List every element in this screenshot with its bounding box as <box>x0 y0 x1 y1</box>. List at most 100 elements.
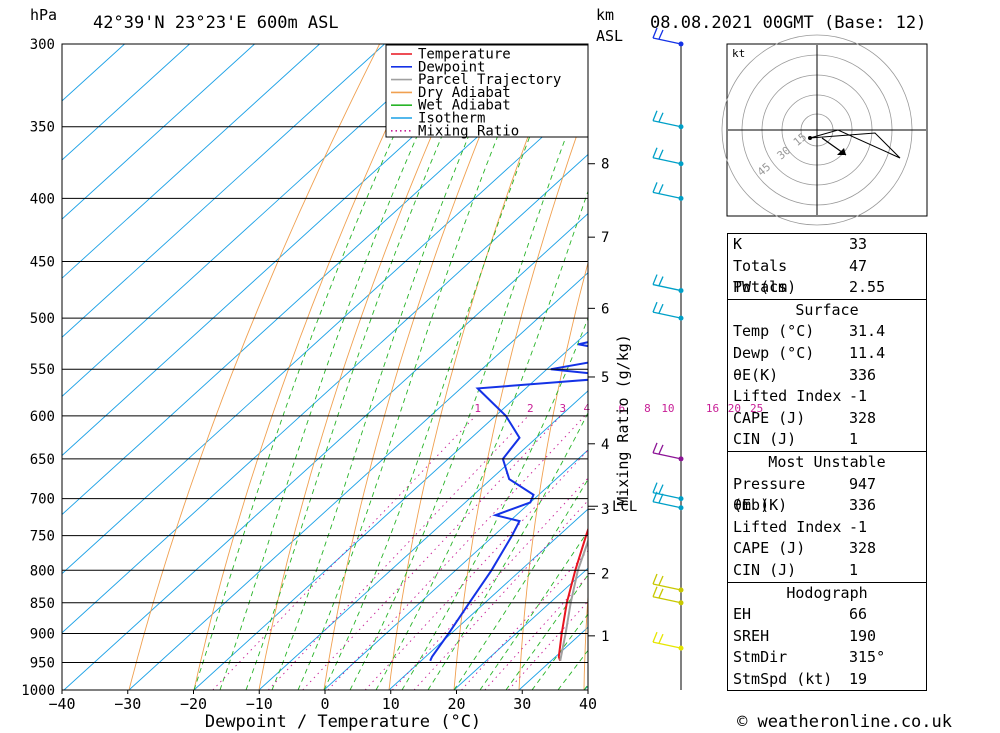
hodograph-origin-dot <box>808 136 812 140</box>
legend-entry: Wet Adiabat <box>418 98 511 114</box>
temperature-tick-label: −20 <box>180 695 207 713</box>
pressure-tick-label: 1000 <box>21 683 55 699</box>
panel-row-value: 947 <box>849 474 877 493</box>
parcel-trajectory-profile <box>559 538 588 661</box>
wind-barb-flag <box>652 631 658 643</box>
wind-barb-flag <box>652 586 658 598</box>
hodograph-unit-label: kt <box>732 47 745 60</box>
panel-row: CIN (J) 1 <box>728 429 926 451</box>
wind-barb-flag <box>652 147 658 158</box>
wind-barb <box>652 573 684 593</box>
wind-barb-flag <box>658 184 664 194</box>
panel-row-label: CIN (J) <box>733 430 797 449</box>
panel-row-value: 31.4 <box>849 322 886 341</box>
pressure-tick-label: 800 <box>30 563 55 579</box>
wind-barb-flag <box>658 484 664 494</box>
km-tick-label: 5 <box>601 370 609 386</box>
isotherm <box>62 44 255 220</box>
wind-barb-shaft <box>652 191 682 199</box>
panel-row: CAPE (J) 328 <box>728 408 926 430</box>
panel-row: Dewp (°C) 11.4 <box>728 343 926 365</box>
panel-row-value: 33 <box>849 235 868 253</box>
isotherm <box>62 44 385 338</box>
legend-entry: Dry Adiabat <box>418 85 511 101</box>
wet-adiabat <box>245 44 483 690</box>
wind-barb-shaft <box>652 157 682 165</box>
panel-row-label: CAPE (J) <box>733 539 806 558</box>
mixing-ratio-label: 10 <box>661 402 674 415</box>
wind-barb-shaft <box>652 283 682 292</box>
wind-barb-shaft <box>652 311 682 319</box>
isotherm <box>62 44 515 457</box>
indices-box: K 33 Totals Totals 47 PW (cm) 2.55 <box>727 233 927 300</box>
panel-row-value: 66 <box>849 605 868 624</box>
wet-adiabat <box>193 44 437 690</box>
isotherm <box>62 94 588 575</box>
pressure-tick-label: 950 <box>30 655 55 671</box>
wind-barb-flag <box>652 442 658 454</box>
wind-barb-dot <box>678 124 684 130</box>
wind-barb-flag <box>658 303 664 314</box>
dry-adiabat <box>128 44 381 690</box>
mixing-ratio-label: 1 <box>474 402 481 415</box>
km-tick-label: 4 <box>601 437 609 453</box>
dry-adiabat <box>946 44 979 690</box>
panel-row-value: 328 <box>849 408 877 427</box>
panel-row: K 33 <box>728 234 926 256</box>
mixing-ratio-line <box>364 449 588 690</box>
wind-barb <box>652 482 684 502</box>
hodograph-box: Hodograph EH 66 SREH 190 StmDir 315° StmSpd (k… <box>727 581 927 692</box>
panel-row-label: EH <box>733 605 752 624</box>
mixing-ratio-line <box>484 575 588 690</box>
copyright: © weatheronline.co.uk <box>737 712 952 732</box>
panel-row-label: SREH <box>733 626 770 645</box>
isotherm <box>128 272 588 690</box>
panel-row: Lifted Index -1 <box>728 517 926 539</box>
pressure-tick-label: 750 <box>30 529 55 545</box>
panel-row-value: -1 <box>849 517 868 536</box>
isotherm <box>62 153 588 634</box>
pressure-tick-label: 450 <box>30 255 55 271</box>
temperature-tick-label: −30 <box>114 695 141 713</box>
temperature-tick-label: 30 <box>513 695 531 713</box>
wind-barb-flag <box>658 575 664 586</box>
most-unstable-title: Most Unstable <box>768 452 886 471</box>
isotherm <box>323 449 588 690</box>
wind-barb-flag <box>652 182 658 193</box>
wind-barb-flag <box>652 491 658 502</box>
mixing-ratio-label: 2 <box>527 402 534 415</box>
panel-row-label: Lifted Index <box>733 517 842 536</box>
mixing-ratio-axis-label: Mixing Ratio (g/kg) <box>614 334 632 506</box>
temperature-tick-label: −10 <box>246 695 273 713</box>
panel-row-value: 2.55 <box>849 278 886 297</box>
legend-entry: Parcel Trajectory <box>418 72 561 88</box>
pressure-tick-label: 500 <box>30 311 55 327</box>
panel-row: θE(K) 336 <box>728 365 926 387</box>
mixing-ratio-label: 25 <box>750 402 763 415</box>
wind-barb <box>652 442 684 462</box>
panel-row-label: θE(K) <box>733 365 779 384</box>
surface-title: Surface <box>795 300 859 319</box>
plot-frame <box>61 43 589 691</box>
mixing-ratio-label: 3 <box>560 402 567 415</box>
wind-barb-flag <box>658 444 664 455</box>
isotherm <box>63 213 588 690</box>
pressure-tick-label: 900 <box>30 626 55 642</box>
wind-barb-flag <box>658 149 664 159</box>
isotherm <box>62 44 190 161</box>
mixing-ratio-line <box>461 550 588 690</box>
wind-barb <box>652 301 684 321</box>
hpa-axis-label: hPa <box>30 6 57 24</box>
wind-barb-shaft <box>652 501 682 509</box>
wind-barb-flag <box>658 112 664 122</box>
legend-entry: Dewpoint <box>418 59 485 75</box>
panel-row: PW (cm) 2.55 <box>728 277 926 299</box>
indices-panel: K 33 Totals Totals 47 PW (cm) 2.55 Surface Te… <box>727 233 927 692</box>
dry-adiabat <box>193 44 427 690</box>
mixing-ratio-label: 6 <box>618 402 625 415</box>
wet-adiabat <box>427 411 588 690</box>
location-title: 42°39'N 23°23'E 600m ASL <box>93 13 339 33</box>
panel-row-value: 47 <box>849 256 868 275</box>
panel-row-label: K <box>733 235 743 253</box>
panel-row: CIN (J) 1 <box>728 560 926 582</box>
